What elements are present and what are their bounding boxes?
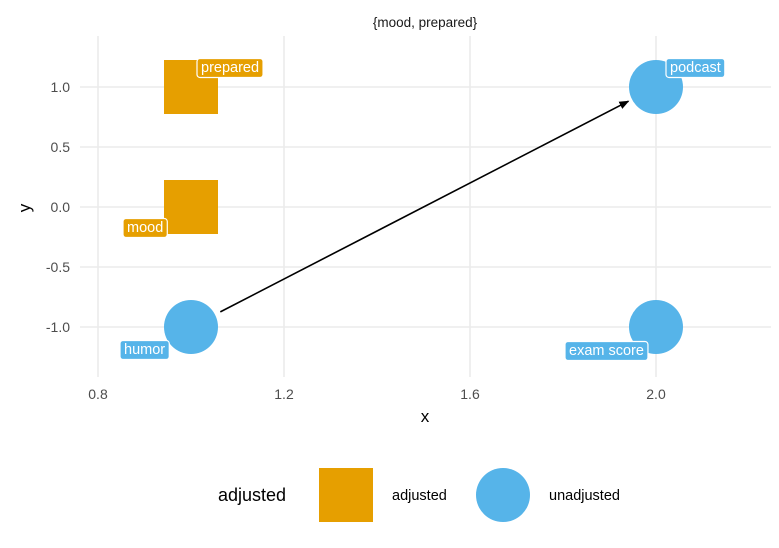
facet-title: {mood, prepared}: [373, 15, 478, 30]
x-axis-title: x: [421, 407, 430, 426]
node-label-humor: humor: [119, 339, 170, 361]
node-label-box: [196, 57, 264, 79]
node-labels: prepared mood humor podcast exam score: [119, 57, 726, 362]
node-exam-score: [629, 300, 683, 354]
legend-key-unadjusted: [476, 468, 530, 522]
axis-ticks: 0.8 1.2 1.6 2.0 1.0 0.5 0.0 -0.5 -1.0: [46, 79, 666, 402]
edge-humor-to-podcast: [219, 100, 630, 313]
y-tick-label: 1.0: [51, 79, 71, 95]
y-axis-title: y: [15, 203, 34, 212]
x-tick-label: 1.6: [460, 386, 480, 402]
x-tick-label: 2.0: [646, 386, 666, 402]
node-humor: [164, 300, 218, 354]
y-tick-label: -1.0: [46, 319, 70, 335]
legend-key-adjusted: [319, 468, 373, 522]
node-mood: [164, 180, 218, 234]
x-tick-label: 0.8: [88, 386, 108, 402]
node-label-text: podcast: [670, 60, 721, 76]
x-tick-label: 1.2: [274, 386, 294, 402]
nodes: [164, 60, 683, 354]
legend-label-adjusted: adjusted: [392, 488, 447, 504]
node-label-box: [119, 339, 170, 361]
legend-title: adjusted: [218, 485, 286, 505]
node-label-podcast: podcast: [665, 57, 726, 79]
y-tick-label: 0.5: [51, 139, 71, 155]
node-label-box: [665, 57, 726, 79]
node-label-text: exam score: [569, 343, 644, 359]
legend-label-unadjusted: unadjusted: [549, 488, 620, 504]
node-label-mood: mood: [122, 217, 168, 239]
node-label-prepared: prepared: [196, 57, 264, 79]
node-label-text: prepared: [201, 60, 259, 76]
legend: adjusted adjusted unadjusted: [218, 468, 620, 522]
y-tick-label: -0.5: [46, 259, 70, 275]
y-tick-label: 0.0: [51, 199, 71, 215]
node-label-box: [564, 340, 649, 362]
node-label-exam-score: exam score: [564, 340, 649, 362]
node-label-box: [122, 217, 168, 239]
node-label-text: humor: [124, 342, 165, 358]
node-label-text: mood: [127, 220, 163, 236]
edges: [219, 100, 630, 313]
